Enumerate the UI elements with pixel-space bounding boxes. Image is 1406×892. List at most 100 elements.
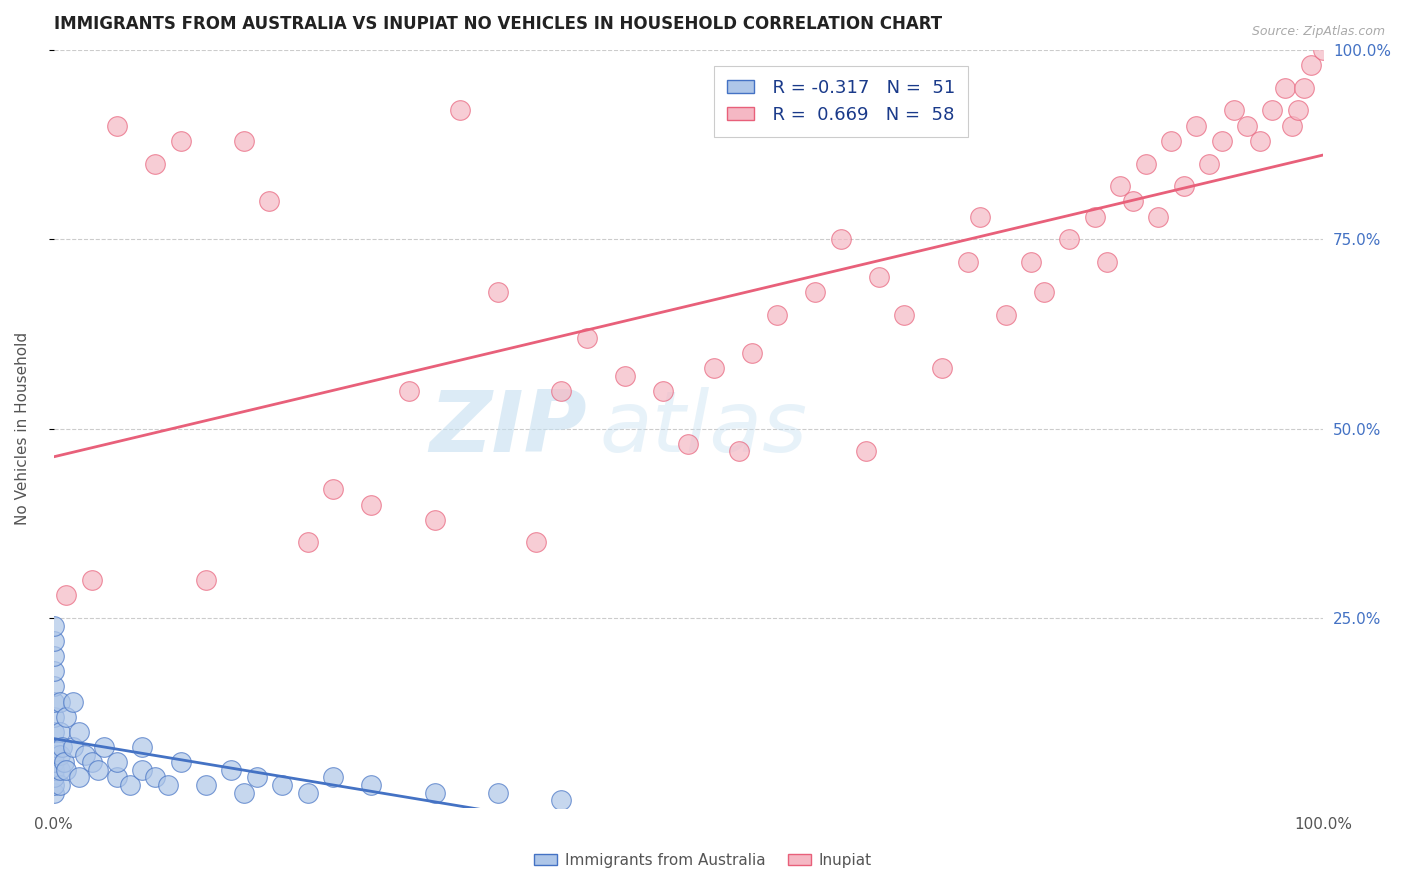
Point — [893, 308, 915, 322]
Y-axis label: No Vehicles in Household: No Vehicles in Household — [15, 332, 30, 525]
Point — [1294, 80, 1316, 95]
Point — [221, 763, 243, 777]
Point — [652, 384, 675, 398]
Point — [297, 535, 319, 549]
Point — [49, 778, 72, 792]
Point — [398, 384, 420, 398]
Point — [105, 755, 128, 769]
Point — [486, 285, 509, 300]
Point — [322, 770, 344, 784]
Point — [169, 134, 191, 148]
Point — [42, 725, 65, 739]
Point — [42, 785, 65, 799]
Point — [1261, 103, 1284, 118]
Point — [486, 785, 509, 799]
Point — [297, 785, 319, 799]
Point — [42, 763, 65, 777]
Point — [271, 778, 294, 792]
Point — [550, 384, 572, 398]
Point — [105, 770, 128, 784]
Point — [93, 740, 115, 755]
Point — [194, 778, 217, 792]
Text: IMMIGRANTS FROM AUSTRALIA VS INUPIAT NO VEHICLES IN HOUSEHOLD CORRELATION CHART: IMMIGRANTS FROM AUSTRALIA VS INUPIAT NO … — [53, 15, 942, 33]
Point — [1286, 103, 1309, 118]
Point — [42, 740, 65, 755]
Point — [42, 634, 65, 648]
Point — [42, 710, 65, 724]
Point — [1281, 119, 1303, 133]
Legend:   R = -0.317   N =  51,   R =  0.669   N =  58: R = -0.317 N = 51, R = 0.669 N = 58 — [714, 66, 967, 136]
Point — [550, 793, 572, 807]
Point — [868, 270, 890, 285]
Point — [67, 770, 90, 784]
Point — [42, 778, 65, 792]
Point — [169, 755, 191, 769]
Point — [55, 589, 77, 603]
Point — [575, 331, 598, 345]
Point — [855, 444, 877, 458]
Point — [804, 285, 827, 300]
Point — [1059, 232, 1081, 246]
Point — [423, 785, 446, 799]
Point — [49, 695, 72, 709]
Point — [246, 770, 269, 784]
Point — [994, 308, 1017, 322]
Point — [1312, 43, 1334, 57]
Point — [1223, 103, 1246, 118]
Text: Source: ZipAtlas.com: Source: ZipAtlas.com — [1251, 25, 1385, 38]
Point — [1211, 134, 1233, 148]
Point — [42, 665, 65, 679]
Point — [75, 747, 97, 762]
Point — [42, 695, 65, 709]
Point — [969, 210, 991, 224]
Point — [1084, 210, 1107, 224]
Point — [1135, 156, 1157, 170]
Point — [42, 770, 65, 784]
Point — [1185, 119, 1208, 133]
Point — [118, 778, 141, 792]
Point — [360, 778, 382, 792]
Point — [42, 747, 65, 762]
Point — [1032, 285, 1054, 300]
Point — [728, 444, 751, 458]
Point — [1097, 255, 1119, 269]
Point — [956, 255, 979, 269]
Point — [131, 763, 153, 777]
Point — [1019, 255, 1042, 269]
Point — [1299, 58, 1322, 72]
Text: ZIP: ZIP — [429, 387, 586, 470]
Legend: Immigrants from Australia, Inupiat: Immigrants from Australia, Inupiat — [529, 847, 877, 873]
Point — [42, 680, 65, 694]
Point — [156, 778, 179, 792]
Point — [49, 747, 72, 762]
Point — [55, 763, 77, 777]
Point — [194, 574, 217, 588]
Point — [1160, 134, 1182, 148]
Point — [1147, 210, 1170, 224]
Point — [51, 740, 73, 755]
Point — [259, 194, 281, 209]
Point — [613, 368, 636, 383]
Point — [1198, 156, 1220, 170]
Point — [49, 725, 72, 739]
Point — [42, 619, 65, 633]
Point — [1249, 134, 1271, 148]
Point — [1109, 179, 1132, 194]
Point — [52, 755, 75, 769]
Point — [62, 695, 84, 709]
Point — [233, 134, 256, 148]
Point — [67, 725, 90, 739]
Point — [80, 574, 103, 588]
Point — [360, 498, 382, 512]
Point — [1236, 119, 1258, 133]
Point — [143, 770, 166, 784]
Point — [80, 755, 103, 769]
Point — [1274, 80, 1296, 95]
Point — [703, 361, 725, 376]
Point — [830, 232, 852, 246]
Point — [105, 119, 128, 133]
Point — [143, 156, 166, 170]
Point — [678, 437, 700, 451]
Point — [87, 763, 110, 777]
Point — [62, 740, 84, 755]
